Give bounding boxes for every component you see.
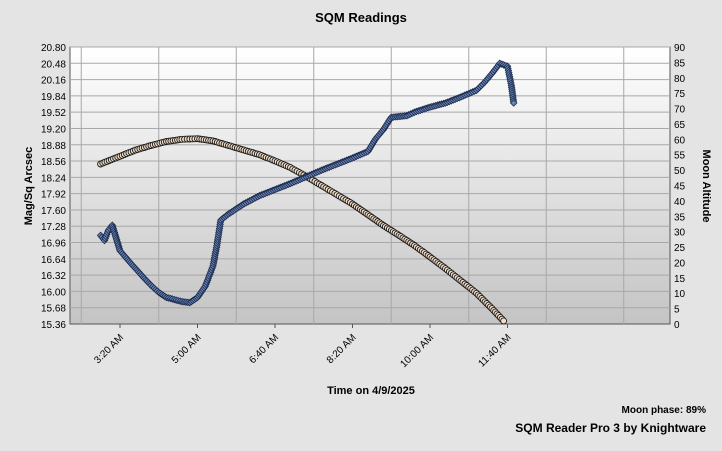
y-tick-label: 15.36 xyxy=(41,320,66,331)
sqm-series xyxy=(96,59,518,307)
y2-tick-label: 10 xyxy=(674,289,686,300)
y2-tick-label: 75 xyxy=(674,89,686,100)
y-tick-label: 18.24 xyxy=(41,173,66,184)
y-tick-label: 16.96 xyxy=(41,239,66,250)
y-tick-label: 19.20 xyxy=(41,124,66,135)
y-tick-label: 17.60 xyxy=(41,206,66,217)
y2-tick-label: 0 xyxy=(674,320,680,331)
y2-tick-label: 15 xyxy=(674,274,686,285)
y-axis-ticks: 15.36 15.68 16.00 16.32 16.64 16.96 17.28 17.60… xyxy=(41,43,66,331)
x-tick-label: 8:20 AM xyxy=(325,332,359,366)
y-tick-label: 18.88 xyxy=(41,141,66,152)
y2-tick-label: 70 xyxy=(674,105,686,116)
y2-tick-label: 40 xyxy=(674,197,686,208)
y-axis-label: Mag/Sq Arcsec xyxy=(23,147,35,225)
grid-lines xyxy=(70,46,670,324)
sqm-point xyxy=(509,99,518,107)
moon-altitude-series xyxy=(97,135,508,325)
x-axis-label: Time on 4/9/2025 xyxy=(327,385,415,397)
y-tick-label: 16.32 xyxy=(41,271,66,282)
y-tick-label: 17.92 xyxy=(41,190,66,201)
chart-title: SQM Readings xyxy=(315,10,407,25)
y-tick-label: 20.16 xyxy=(41,76,66,87)
y-tick-label: 20.48 xyxy=(41,59,66,70)
y-tick-label: 20.80 xyxy=(41,43,66,54)
y2-tick-label: 20 xyxy=(674,258,686,269)
y2-tick-label: 65 xyxy=(674,120,686,131)
y2-tick-label: 5 xyxy=(674,305,680,316)
plot-area xyxy=(69,46,671,325)
y2-tick-label: 60 xyxy=(674,135,686,146)
y2-tick-label: 80 xyxy=(674,74,686,85)
y-tick-label: 15.68 xyxy=(41,304,66,315)
y2-tick-label: 45 xyxy=(674,182,686,193)
y2-tick-label: 50 xyxy=(674,166,686,177)
y2-tick-label: 30 xyxy=(674,228,686,239)
y-tick-label: 16.64 xyxy=(41,255,66,266)
y2-tick-label: 85 xyxy=(674,58,686,69)
moon-phase-text: Moon phase: 89% xyxy=(622,405,707,416)
x-tick-label: 3:20 AM xyxy=(92,332,126,366)
credit-text: SQM Reader Pro 3 by Knightware xyxy=(515,421,706,435)
y-tick-label: 16.00 xyxy=(41,287,66,298)
y2-axis-label: Moon Altitude xyxy=(700,150,712,223)
y2-tick-label: 25 xyxy=(674,243,686,254)
moon-point xyxy=(500,317,508,325)
y-tick-label: 17.28 xyxy=(41,222,66,233)
y2-tick-label: 35 xyxy=(674,212,686,223)
x-tick-label: 6:40 AM xyxy=(247,332,281,366)
y2-tick-label: 55 xyxy=(674,151,686,162)
y2-axis-ticks: 0 5 10 15 20 25 30 35 40 45 50 55 60 65 70 75 80 85 90 xyxy=(674,43,686,331)
y-tick-label: 18.56 xyxy=(41,157,66,168)
x-axis-ticks: 3:20 AM 5:00 AM 6:40 AM 8:20 AM 10:00 AM 11:4… xyxy=(92,324,514,370)
y-tick-label: 19.52 xyxy=(41,108,66,119)
x-tick-label: 10:00 AM xyxy=(398,332,436,370)
x-tick-label: 11:40 AM xyxy=(476,332,513,369)
y2-tick-label: 90 xyxy=(674,43,686,54)
y-tick-label: 19.84 xyxy=(41,92,66,103)
x-tick-label: 5:00 AM xyxy=(170,332,204,366)
